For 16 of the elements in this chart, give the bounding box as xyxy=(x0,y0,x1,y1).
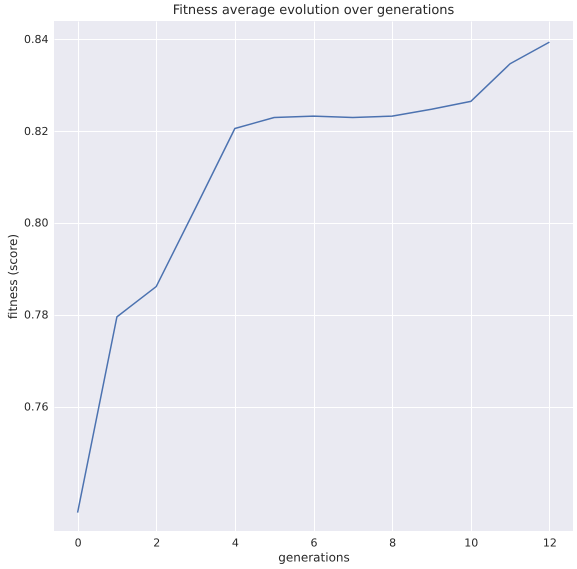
y-tick-label: 0.78 xyxy=(24,308,48,322)
y-axis-title: fitness (score) xyxy=(6,234,20,320)
x-tick-label: 12 xyxy=(542,536,557,550)
chart-title: Fitness average evolution over generations xyxy=(172,3,455,18)
y-tick-label: 0.80 xyxy=(24,216,48,230)
x-tick-label: 6 xyxy=(310,536,318,550)
x-tick-label: 10 xyxy=(464,536,478,550)
y-tick-label: 0.82 xyxy=(24,124,48,138)
x-tick-label: 2 xyxy=(153,536,160,550)
x-tick-label: 4 xyxy=(232,536,239,550)
x-axis-title: generations xyxy=(278,550,350,564)
x-tick-label: 8 xyxy=(389,536,396,550)
y-tick-label: 0.84 xyxy=(24,32,48,46)
y-tick-label: 0.76 xyxy=(24,400,48,414)
x-tick-label: 0 xyxy=(74,536,82,550)
line-series xyxy=(76,41,550,514)
